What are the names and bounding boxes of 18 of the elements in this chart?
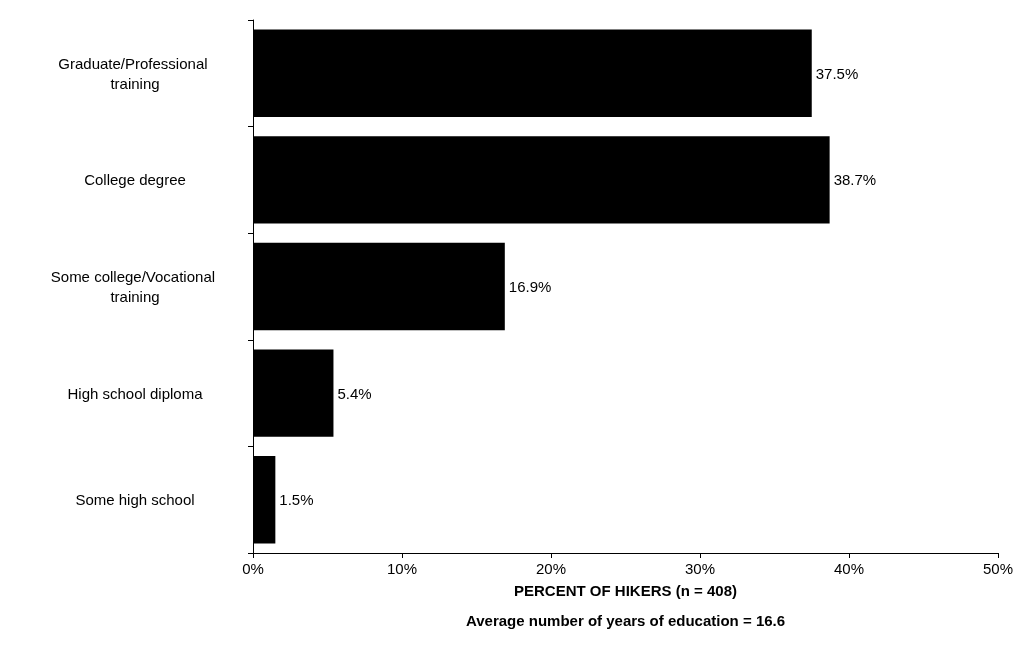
- x-tick-label: 20%: [535, 560, 567, 577]
- text: Average number of years of education = 16.6: [465, 612, 786, 629]
- data-label: 5.4%: [337, 384, 372, 402]
- y-tick-label: Graduate/Professional training: [58, 54, 212, 92]
- data-label: 37.5%: [815, 64, 859, 82]
- x-tick-label: 10%: [386, 560, 418, 577]
- x-tick-label: 40%: [833, 560, 865, 577]
- y-tick-label: College degree: [84, 171, 186, 189]
- data-label: 16.9%: [508, 278, 552, 295]
- y-tick-label: Some high school: [75, 491, 195, 509]
- x-tick-label: 50%: [982, 560, 1014, 577]
- x-tick-label: 30%: [684, 560, 716, 577]
- data-label: 1.5%: [279, 491, 314, 509]
- x-tick-label: 0%: [242, 560, 264, 577]
- x-axis-title: PERCENT OF HIKERS (n = 408): [514, 582, 737, 599]
- y-tick-label: Some college/Vocational training: [50, 268, 220, 305]
- data-label: 38.7%: [833, 171, 877, 189]
- y-tick-label: High school diploma: [67, 384, 204, 402]
